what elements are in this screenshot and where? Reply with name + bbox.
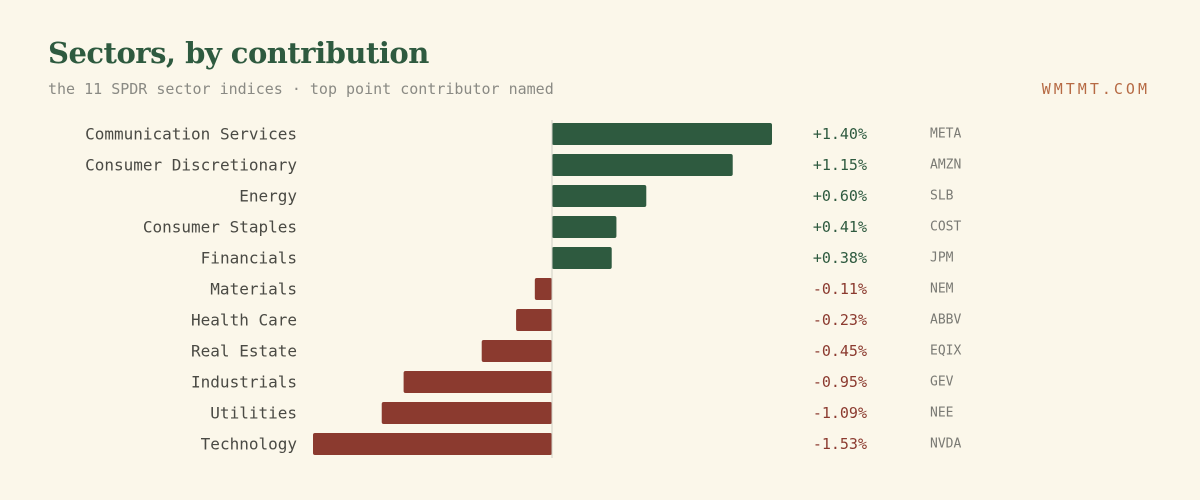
value-label: +1.15% xyxy=(813,156,867,174)
category-label: Technology xyxy=(201,435,298,454)
bar[interactable] xyxy=(313,433,552,455)
value-label: +0.60% xyxy=(813,187,867,205)
value-label: -0.45% xyxy=(813,342,867,360)
bar[interactable] xyxy=(552,247,612,269)
category-label: Financials xyxy=(201,249,297,268)
chart-title: Sectors, by contribution xyxy=(48,36,429,70)
value-label: -1.53% xyxy=(813,435,867,453)
contributor-ticker: ABBV xyxy=(930,313,961,328)
category-label: Health Care xyxy=(191,311,297,330)
bar[interactable] xyxy=(516,309,552,331)
bar[interactable] xyxy=(552,216,617,238)
value-label: -0.11% xyxy=(813,280,867,298)
brand-link[interactable]: WMTMT.COM xyxy=(1041,80,1150,98)
category-label: Utilities xyxy=(210,404,297,423)
bar[interactable] xyxy=(552,185,647,207)
category-label: Industrials xyxy=(191,373,297,392)
contributor-ticker: EQIX xyxy=(930,344,961,359)
value-label: +0.41% xyxy=(813,218,867,236)
contributor-ticker: META xyxy=(930,127,961,142)
category-label: Real Estate xyxy=(191,342,297,361)
value-label: -0.23% xyxy=(813,311,867,329)
category-label: Energy xyxy=(239,187,297,206)
contributor-ticker: SLB xyxy=(930,189,954,204)
contributor-ticker: GEV xyxy=(930,375,954,390)
value-label: -1.09% xyxy=(813,404,867,422)
bar[interactable] xyxy=(381,402,552,424)
contributor-ticker: NEM xyxy=(930,282,954,297)
category-label: Consumer Discretionary xyxy=(85,156,297,175)
bar[interactable] xyxy=(552,123,772,145)
chart-subtitle: the 11 SPDR sector indices · top point c… xyxy=(48,80,554,98)
bar[interactable] xyxy=(481,340,552,362)
value-label: +1.40% xyxy=(813,125,867,143)
contributor-ticker: NVDA xyxy=(930,437,961,452)
bar[interactable] xyxy=(534,278,552,300)
category-label: Consumer Staples xyxy=(143,218,297,237)
contributor-ticker: COST xyxy=(930,220,961,235)
value-label: -0.95% xyxy=(813,373,867,391)
contributor-ticker: AMZN xyxy=(930,158,961,173)
contributor-ticker: JPM xyxy=(930,251,954,266)
value-label: +0.38% xyxy=(813,249,867,267)
bar[interactable] xyxy=(552,154,733,176)
contributor-ticker: NEE xyxy=(930,406,953,421)
category-label: Materials xyxy=(210,280,297,299)
category-label: Communication Services xyxy=(85,125,297,144)
bar[interactable] xyxy=(403,371,552,393)
